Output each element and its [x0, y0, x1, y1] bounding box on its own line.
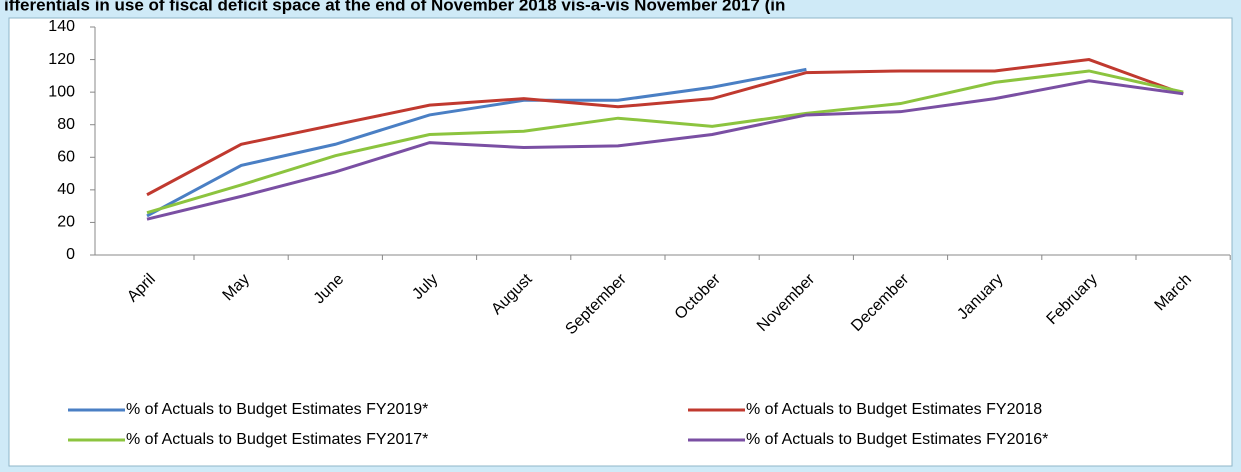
series-line [146, 58, 1184, 197]
y-tick-label: 140 [48, 18, 75, 35]
legend-label: % of Actuals to Budget Estimates FY2016* [746, 431, 1048, 448]
y-tick-label: 0 [66, 246, 75, 263]
chart-title: ifferentials in use of fiscal deficit sp… [4, 0, 785, 14]
y-tick-label: 40 [57, 181, 75, 198]
y-tick-label: 60 [57, 149, 75, 166]
y-tick-label: 80 [57, 116, 75, 133]
y-tick-label: 100 [48, 83, 75, 100]
legend-label: % of Actuals to Budget Estimates FY2019* [126, 401, 428, 418]
series-line [146, 69, 1184, 215]
chart-area [8, 17, 1233, 467]
series-line [146, 67, 807, 218]
legend-label: % of Actuals to Budget Estimates FY2017* [126, 431, 428, 448]
legend-label: % of Actuals to Budget Estimates FY2018 [746, 401, 1042, 418]
y-tick-label: 120 [48, 51, 75, 68]
y-tick-label: 20 [57, 214, 75, 231]
series-line [146, 79, 1184, 221]
